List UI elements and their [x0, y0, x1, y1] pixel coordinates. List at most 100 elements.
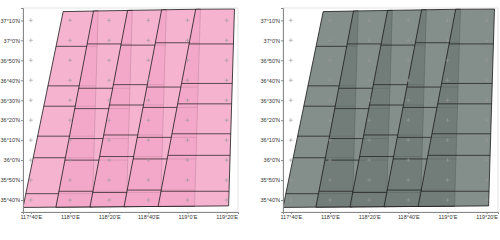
- graticule-cross: [485, 78, 489, 82]
- graticule-cross: [146, 38, 150, 42]
- graticule-cross: [445, 78, 449, 82]
- graticule-cross: [406, 78, 410, 82]
- graticule-cross: [328, 118, 332, 122]
- y-tick: 36°10'N: [1, 137, 23, 143]
- graticule-cross: [185, 138, 189, 142]
- x-tick: 119°20'E: [216, 212, 238, 220]
- graticule-cross: [485, 138, 489, 142]
- y-tick: 36°20'N: [1, 117, 23, 123]
- frame-line: [182, 83, 233, 84]
- frame-line: [428, 155, 490, 156]
- graticule-cross: [107, 38, 111, 42]
- graticule-cross: [107, 18, 111, 22]
- y-tick: 36°50'N: [261, 58, 283, 64]
- graticule-cross: [29, 198, 33, 202]
- graticule-cross: [29, 118, 33, 122]
- graticule-cross: [185, 198, 189, 202]
- y-tick: 37°10'N: [261, 18, 283, 24]
- graticule-cross: [328, 138, 332, 142]
- x-axis-line: [24, 213, 239, 215]
- graticule-cross: [107, 98, 111, 102]
- graticule-cross: [225, 18, 229, 22]
- graticule-cross: [68, 118, 72, 122]
- graticule-cross: [29, 38, 33, 42]
- y-tick: 36°0'N: [4, 157, 23, 163]
- x-tick-label: 118°0'E: [321, 214, 340, 220]
- graticule-cross: [485, 98, 489, 102]
- graticule-cross: [225, 158, 229, 162]
- graticule-cross: [185, 178, 189, 182]
- graticule-cross: [445, 98, 449, 102]
- graticule-cross: [107, 78, 111, 82]
- frame-line: [178, 103, 232, 104]
- frame-line: [172, 133, 231, 134]
- graticule-cross: [367, 58, 371, 62]
- frame: [283, 8, 498, 212]
- frame-line: [438, 103, 492, 104]
- graticule-cross: [328, 178, 332, 182]
- frame-line: [421, 191, 489, 192]
- y-tick-mark: [21, 200, 23, 201]
- graticule-cross: [107, 138, 111, 142]
- x-tick: 118°0'E: [61, 212, 80, 220]
- x-tick-label: 118°40'E: [138, 214, 160, 220]
- y-axis-line: [21, 9, 24, 213]
- graticule-cross: [146, 18, 150, 22]
- y-tick-mark: [281, 80, 283, 81]
- graticule-cross: [225, 198, 229, 202]
- graticule-cross: [367, 198, 371, 202]
- graticule-cross: [146, 58, 150, 62]
- x-tick-label: 118°20'E: [99, 214, 121, 220]
- graticule-cross: [225, 98, 229, 102]
- map-panel: 117°40'E118°0'E118°20'E118°40'E119°0'E11…: [261, 8, 499, 220]
- x-axis: 117°40'E 118°0'E 118°20'E 118°40'E 119°0'E 11…: [20, 212, 238, 220]
- y-axis: 37°10'N37°0'N36°50'N36°40'N36°30'N36°20'…: [261, 9, 284, 213]
- y-tick-label: 36°30'N: [261, 97, 280, 103]
- y-tick-mark: [281, 100, 283, 101]
- y-tick: 36°50'N: [1, 58, 23, 64]
- y-tick-label: 35°50'N: [261, 177, 280, 183]
- y-tick-label: 36°50'N: [1, 58, 20, 64]
- x-tick-label: 119°20'E: [216, 214, 238, 220]
- graticule-cross: [406, 18, 410, 22]
- frame-line: [432, 133, 491, 134]
- y-tick: 36°30'N: [1, 97, 23, 103]
- graticule-cross: [185, 158, 189, 162]
- x-tick: 119°0'E: [179, 212, 198, 220]
- graticule-cross: [107, 118, 111, 122]
- graticule-cross: [68, 158, 72, 162]
- graticule-cross: [485, 118, 489, 122]
- x-tick: 117°40'E: [20, 212, 42, 220]
- graticule-cross: [29, 158, 33, 162]
- graticule: [29, 18, 229, 202]
- y-tick-label: 36°10'N: [1, 137, 20, 143]
- x-tick-label: 119°0'E: [439, 214, 458, 220]
- graticule-cross: [485, 38, 489, 42]
- y-tick-mark: [281, 180, 283, 181]
- y-tick-label: 37°0'N: [264, 38, 280, 44]
- figure: 117°40'E 118°0'E 118°20'E 118°40'E 119°0'E 11…: [0, 0, 500, 240]
- y-tick-mark: [21, 120, 23, 121]
- graticule-cross: [485, 18, 489, 22]
- x-tick: 118°20'E: [359, 212, 381, 220]
- graticule-cross: [289, 138, 293, 142]
- graticule-cross: [445, 178, 449, 182]
- frame-line: [161, 191, 229, 192]
- y-tick-mark: [21, 140, 23, 141]
- y-tick-mark: [21, 100, 23, 101]
- graticule-cross: [328, 18, 332, 22]
- graticule-cross: [107, 58, 111, 62]
- graticule-cross: [68, 138, 72, 142]
- graticule-cross: [406, 158, 410, 162]
- y-tick-mark: [21, 40, 23, 41]
- graticule-cross: [107, 158, 111, 162]
- frame-line: [168, 155, 230, 156]
- x-tick-label: 117°40'E: [280, 214, 302, 220]
- y-tick-mark: [21, 80, 23, 81]
- footprint: [158, 9, 234, 207]
- graticule-cross: [29, 78, 33, 82]
- graticule-cross: [146, 178, 150, 182]
- y-tick-mark: [281, 140, 283, 141]
- y-tick: 37°0'N: [4, 38, 23, 44]
- graticule-cross: [445, 38, 449, 42]
